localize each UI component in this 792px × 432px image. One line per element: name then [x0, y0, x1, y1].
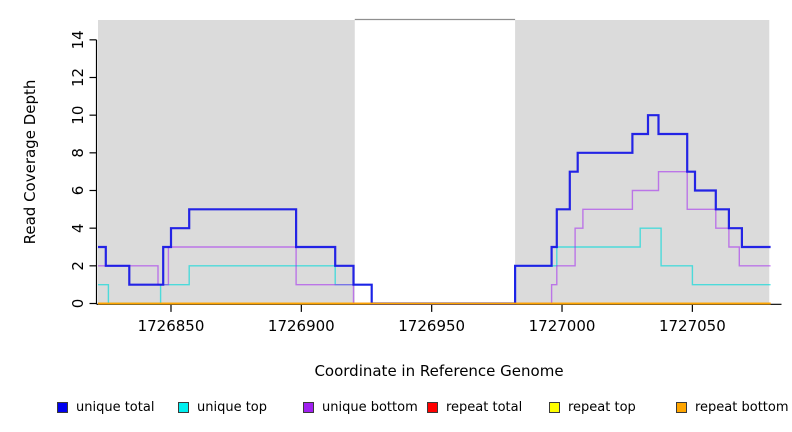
legend-swatch-unique-top — [178, 402, 189, 413]
legend-swatch-repeat-bottom — [676, 402, 687, 413]
plot-shaded-region — [98, 20, 355, 304]
x-tick-label: 1727050 — [659, 317, 726, 335]
y-tick-label: 8 — [69, 148, 87, 158]
plot-shaded-region — [515, 20, 770, 304]
x-tick-label: 1727000 — [529, 317, 596, 335]
legend-label: repeat bottom — [695, 400, 789, 415]
x-axis-title: Coordinate in Reference Genome — [314, 362, 564, 380]
y-tick-label: 14 — [69, 30, 87, 49]
legend-label: unique top — [197, 400, 268, 415]
legend-item-repeat-total: repeat total — [427, 400, 522, 415]
y-tick-label: 0 — [69, 299, 87, 309]
legend-item-unique-top: unique top — [178, 400, 267, 415]
y-tick-label: 6 — [69, 186, 87, 196]
legend-label: unique total — [76, 400, 155, 415]
legend-item-repeat-top: repeat top — [549, 400, 636, 415]
legend-item-repeat-bottom: repeat bottom — [676, 400, 789, 415]
x-tick-label: 1726900 — [268, 317, 335, 335]
x-tick-label: 1726850 — [138, 317, 205, 335]
legend-label: repeat top — [568, 400, 636, 415]
legend-item-unique-total: unique total — [57, 400, 154, 415]
y-tick-label: 4 — [69, 223, 87, 233]
y-tick-label: 2 — [69, 261, 87, 271]
legend-swatch-repeat-total — [427, 402, 438, 413]
x-tick-label: 1726950 — [398, 317, 465, 335]
y-tick-label: 10 — [69, 106, 87, 125]
y-axis-title: Read Coverage Depth — [21, 79, 39, 245]
legend-swatch-unique-bottom — [303, 402, 314, 413]
legend-swatch-unique-total — [57, 402, 68, 413]
legend-swatch-repeat-top — [549, 402, 560, 413]
legend-label: unique bottom — [322, 400, 418, 415]
legend-item-unique-bottom: unique bottom — [303, 400, 418, 415]
legend-label: repeat total — [446, 400, 523, 415]
y-tick-label: 12 — [69, 68, 87, 87]
plot-series-line-unique-total — [98, 114, 771, 305]
plot-series-line-unique-bottom — [98, 171, 771, 305]
